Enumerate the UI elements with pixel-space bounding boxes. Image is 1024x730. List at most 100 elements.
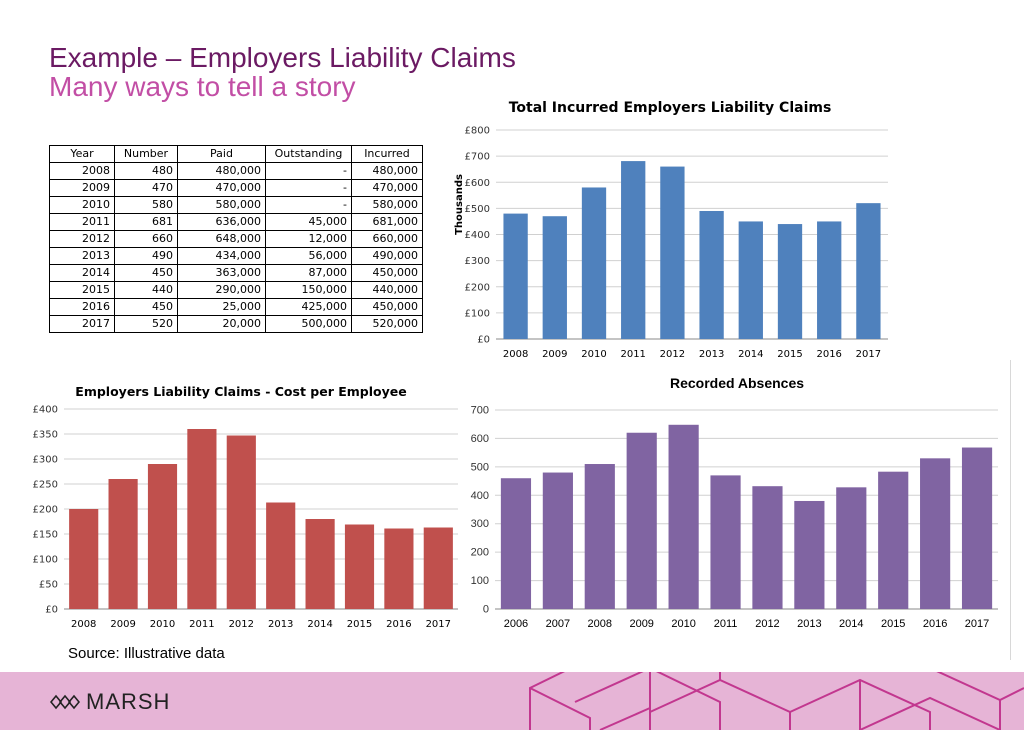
table-row: 2011 681 636,000 45,000 681,000 (49, 213, 423, 231)
y-tick-label: 400 (471, 490, 489, 502)
table-cell: 648,000 (177, 230, 266, 248)
chart-title: Employers Liability Claims - Cost per Em… (75, 384, 406, 399)
table-cell: 2009 (49, 179, 115, 197)
y-tick-label: £0 (45, 605, 58, 616)
table-row: 2014 450 363,000 87,000 450,000 (49, 264, 423, 282)
y-tick-label: £100 (465, 308, 490, 319)
table-cell: 425,000 (265, 298, 352, 316)
table-cell: 450 (114, 298, 178, 316)
x-tick-label: 2010 (671, 618, 695, 630)
table-cell: 580 (114, 196, 178, 214)
header-number: Number (114, 145, 178, 163)
bar (878, 471, 909, 609)
x-tick-label: 2009 (542, 349, 567, 360)
table-cell: 681,000 (351, 213, 423, 231)
table-body: 2008 480 480,000-480,000 2009 470 470,000-470… (49, 162, 423, 333)
y-tick-label: 100 (471, 575, 489, 587)
y-tick-label: £400 (33, 405, 58, 416)
bar (856, 203, 881, 339)
table-cell: 25,000 (177, 298, 266, 316)
bar (777, 224, 803, 339)
bar (668, 424, 699, 609)
bar (710, 475, 741, 609)
table-cell: 20,000 (177, 315, 266, 333)
table-cell: 440,000 (351, 281, 423, 299)
y-tick-label: £300 (465, 256, 490, 267)
x-tick-label: 2011 (714, 618, 738, 630)
table-row: 2016 450 25,000 425,000 450,000 (49, 298, 423, 316)
table-cell: 2012 (49, 230, 115, 248)
bar (738, 221, 763, 339)
table-row: 2009 470 470,000-470,000 (49, 179, 423, 197)
x-tick-label: 2009 (110, 619, 135, 630)
table-cell: 450,000 (351, 264, 423, 282)
x-tick-label: 2016 (923, 618, 947, 630)
x-tick-label: 2010 (150, 619, 175, 630)
x-tick-label: 2013 (268, 619, 293, 630)
table-cell: 12,000 (265, 230, 352, 248)
table-cell: 660,000 (351, 230, 423, 248)
x-tick-label: 2015 (881, 618, 905, 630)
x-tick-label: 2014 (738, 349, 763, 360)
bar (836, 487, 867, 609)
bar (584, 464, 615, 609)
claims-table: Year Number Paid Outstanding Incurred 20… (49, 145, 423, 333)
table-cell: 2008 (49, 162, 115, 180)
y-tick-label: 300 (471, 518, 489, 530)
bar (542, 216, 567, 339)
x-tick-label: 2015 (777, 349, 802, 360)
x-tick-label: 2006 (504, 618, 528, 630)
bar (581, 187, 607, 339)
bar (961, 447, 993, 609)
x-tick-label: 2010 (581, 349, 606, 360)
chart-recorded-absences: Recorded Absences 0 100 200 300 400 500 600 700 2… (471, 375, 998, 630)
y-axis-label: Thousands (454, 174, 465, 235)
y-tick-label: £100 (33, 555, 58, 566)
bar (920, 458, 951, 609)
page-subtitle: Many ways to tell a story (49, 71, 356, 102)
y-tick-label: 0 (483, 604, 489, 616)
x-tick-label: 2016 (386, 619, 411, 630)
bar (344, 524, 375, 609)
table-cell: 470 (114, 179, 178, 197)
x-tick-label: 2008 (71, 619, 96, 630)
x-tick-label: 2017 (426, 619, 451, 630)
x-tick-label: 2015 (347, 619, 372, 630)
table-row: 2012 660 648,000 12,000 660,000 (49, 230, 423, 248)
header-year: Year (49, 145, 115, 163)
x-tick-label: 2007 (546, 618, 570, 630)
x-tick-label: 2016 (816, 349, 841, 360)
table-cell: 480,000 (177, 162, 266, 180)
table-row: 2010 580 580,000-580,000 (49, 196, 423, 214)
table-cell: 520 (114, 315, 178, 333)
table-cell: - (265, 196, 352, 214)
table-cell: 480 (114, 162, 178, 180)
table-cell: 45,000 (265, 213, 352, 231)
y-tick-label: £150 (33, 530, 58, 541)
table-cell: - (265, 179, 352, 197)
table-row: 2015 440 290,000 150,000 440,000 (49, 281, 423, 299)
x-tick-label: 2009 (629, 618, 653, 630)
table-cell: 56,000 (265, 247, 352, 265)
source-note: Source: Illustrative data (68, 645, 225, 662)
bar (108, 479, 138, 609)
y-tick-label: £700 (465, 152, 490, 163)
table-cell: 2017 (49, 315, 115, 333)
y-tick-label: £200 (465, 282, 490, 293)
bar (621, 161, 646, 339)
y-tick-label: 700 (471, 405, 489, 417)
bar (226, 435, 256, 609)
table-header-row: Year Number Paid Outstanding Incurred (49, 145, 423, 163)
y-tick-label: 500 (471, 461, 489, 473)
bar (500, 478, 532, 609)
bar (660, 166, 685, 339)
bar (266, 502, 296, 609)
bar (817, 221, 842, 339)
header-outstanding: Outstanding (265, 145, 352, 163)
table-cell: 434,000 (177, 247, 266, 265)
header-incurred: Incurred (351, 145, 423, 163)
logo-text: MARSH (86, 689, 171, 714)
table-cell: 450,000 (351, 298, 423, 316)
y-tick-label: £200 (33, 505, 58, 516)
table-cell: 580,000 (177, 196, 266, 214)
